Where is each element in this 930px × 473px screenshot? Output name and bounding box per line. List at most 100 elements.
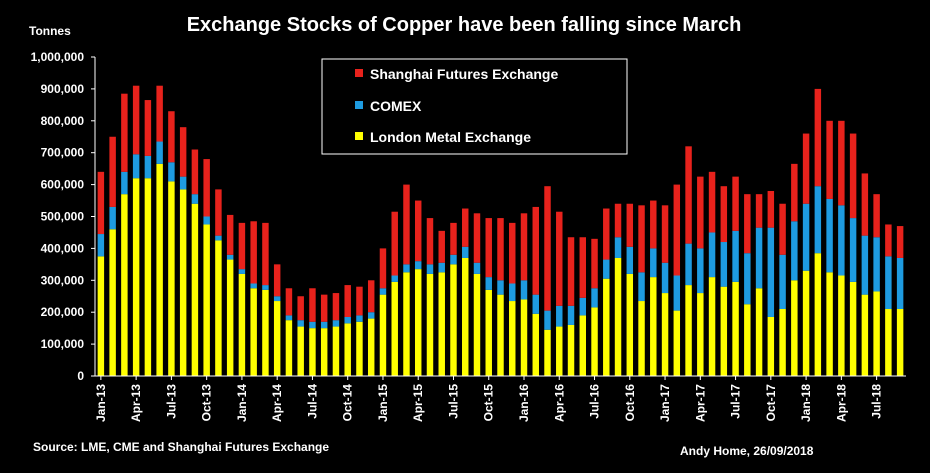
- bar-lme-aug-14: [320, 328, 328, 376]
- bar-shanghai-jun-17: [720, 186, 728, 243]
- bar-comex-apr-14: [273, 296, 281, 302]
- bar-shanghai-dec-17: [791, 163, 798, 222]
- bar-lme-oct-17: [767, 316, 775, 376]
- bar-shanghai-mar-16: [544, 186, 551, 311]
- bars-layer: [97, 85, 904, 377]
- legend-swatch-shanghai: [355, 69, 363, 77]
- x-tick-label: Oct-14: [341, 384, 355, 422]
- bar-shanghai-jun-18: [861, 173, 869, 236]
- bar-comex-jun-18: [861, 235, 869, 295]
- bar-lme-oct-13: [203, 224, 210, 376]
- bar-shanghai-jun-16: [579, 237, 586, 298]
- bar-comex-aug-17: [744, 253, 751, 305]
- bar-comex-jul-15: [450, 254, 457, 265]
- bar-comex-aug-14: [320, 321, 328, 329]
- bar-shanghai-feb-16: [532, 206, 539, 295]
- bar-comex-oct-14: [344, 316, 351, 324]
- bar-shanghai-feb-17: [673, 184, 681, 276]
- bar-comex-nov-16: [638, 272, 645, 302]
- bar-comex-may-16: [567, 305, 575, 325]
- chart-title: Exchange Stocks of Copper have been fall…: [187, 14, 742, 36]
- x-tick-label: Jan-13: [94, 384, 108, 422]
- bar-shanghai-jan-15: [379, 248, 387, 289]
- bar-lme-jun-14: [297, 326, 304, 376]
- bar-lme-dec-13: [226, 259, 234, 376]
- author-note: Andy Home, 26/09/2018: [680, 444, 814, 458]
- bar-comex-may-18: [849, 218, 857, 282]
- y-tick-label: 900,000: [41, 82, 85, 96]
- bar-shanghai-jun-13: [156, 85, 163, 142]
- bar-comex-sep-15: [473, 262, 481, 274]
- bar-shanghai-dec-15: [509, 222, 516, 284]
- bar-shanghai-apr-13: [132, 85, 140, 155]
- bar-shanghai-jan-14: [238, 222, 246, 270]
- source-note: Source: LME, CME and Shanghai Futures Ex…: [33, 440, 329, 454]
- legend: Shanghai Futures Exchange COMEX London M…: [321, 58, 628, 155]
- bar-comex-may-17: [708, 232, 716, 278]
- bar-shanghai-jun-15: [438, 230, 445, 263]
- y-tick-label: 1,000,000: [31, 50, 85, 64]
- bar-shanghai-oct-15: [485, 218, 492, 278]
- bar-comex-jun-15: [438, 262, 445, 273]
- bar-shanghai-aug-14: [320, 294, 328, 322]
- bar-lme-feb-18: [814, 253, 822, 376]
- bar-comex-dec-15: [509, 283, 516, 302]
- bar-comex-jun-14: [297, 320, 304, 327]
- bar-shanghai-jan-18: [802, 133, 810, 204]
- bar-comex-oct-13: [203, 216, 210, 225]
- bar-comex-feb-16: [532, 294, 539, 314]
- bar-lme-mar-17: [685, 285, 692, 376]
- bar-comex-aug-16: [603, 259, 610, 279]
- bar-shanghai-mar-14: [262, 222, 269, 286]
- bar-lme-aug-16: [603, 278, 610, 376]
- bar-comex-feb-14: [250, 283, 257, 289]
- bar-shanghai-aug-17: [744, 194, 751, 254]
- bar-lme-sep-14: [332, 326, 340, 376]
- y-tick-label: 0: [77, 369, 84, 383]
- bar-shanghai-sep-18: [896, 226, 904, 258]
- bar-lme-jun-16: [579, 315, 586, 376]
- bar-comex-feb-18: [814, 186, 822, 254]
- bar-lme-may-14: [285, 320, 293, 376]
- bar-shanghai-may-14: [285, 288, 293, 316]
- x-tick-label: Oct-16: [623, 384, 637, 422]
- legend-swatch-lme: [355, 132, 363, 140]
- x-tick-label: Jan-15: [376, 384, 390, 422]
- bar-comex-apr-15: [414, 261, 422, 270]
- x-tick-label: Jan-16: [517, 384, 531, 422]
- bar-lme-jan-13: [97, 256, 105, 377]
- y-tick-label: 100,000: [41, 337, 85, 351]
- bar-shanghai-nov-16: [638, 205, 645, 273]
- bar-shanghai-aug-13: [179, 127, 187, 177]
- legend-box: [321, 58, 628, 155]
- bar-lme-aug-15: [462, 257, 469, 376]
- bar-comex-jan-13: [97, 234, 105, 257]
- bar-comex-apr-13: [132, 154, 140, 179]
- bar-shanghai-may-16: [567, 237, 575, 306]
- bar-shanghai-mar-13: [121, 93, 128, 172]
- x-tick-label: Apr-17: [693, 384, 707, 422]
- x-tick-label: Jul-15: [446, 384, 460, 419]
- bar-shanghai-nov-14: [356, 286, 363, 316]
- y-tick-label: 700,000: [41, 146, 85, 160]
- bar-lme-mar-15: [403, 272, 410, 376]
- legend-label-lme: London Metal Exchange: [370, 129, 531, 145]
- bar-shanghai-jan-17: [661, 205, 669, 263]
- bar-shanghai-oct-16: [626, 203, 634, 247]
- bar-lme-sep-17: [755, 288, 763, 376]
- bar-comex-mar-14: [262, 285, 269, 290]
- bar-comex-jan-16: [520, 280, 528, 300]
- bar-lme-oct-15: [485, 289, 492, 376]
- bar-lme-apr-17: [697, 293, 704, 376]
- bar-lme-aug-13: [179, 189, 187, 376]
- y-axis-unit-label: Tonnes: [29, 24, 71, 38]
- bar-lme-aug-17: [744, 304, 751, 376]
- bar-shanghai-apr-17: [697, 176, 704, 249]
- x-tick-label: Jul-14: [305, 384, 319, 419]
- y-tick-label: 500,000: [41, 210, 85, 224]
- bar-lme-jul-17: [732, 281, 739, 376]
- bar-shanghai-jul-15: [450, 222, 457, 255]
- x-tick-label: Oct-13: [200, 384, 214, 422]
- bar-comex-apr-16: [556, 305, 563, 327]
